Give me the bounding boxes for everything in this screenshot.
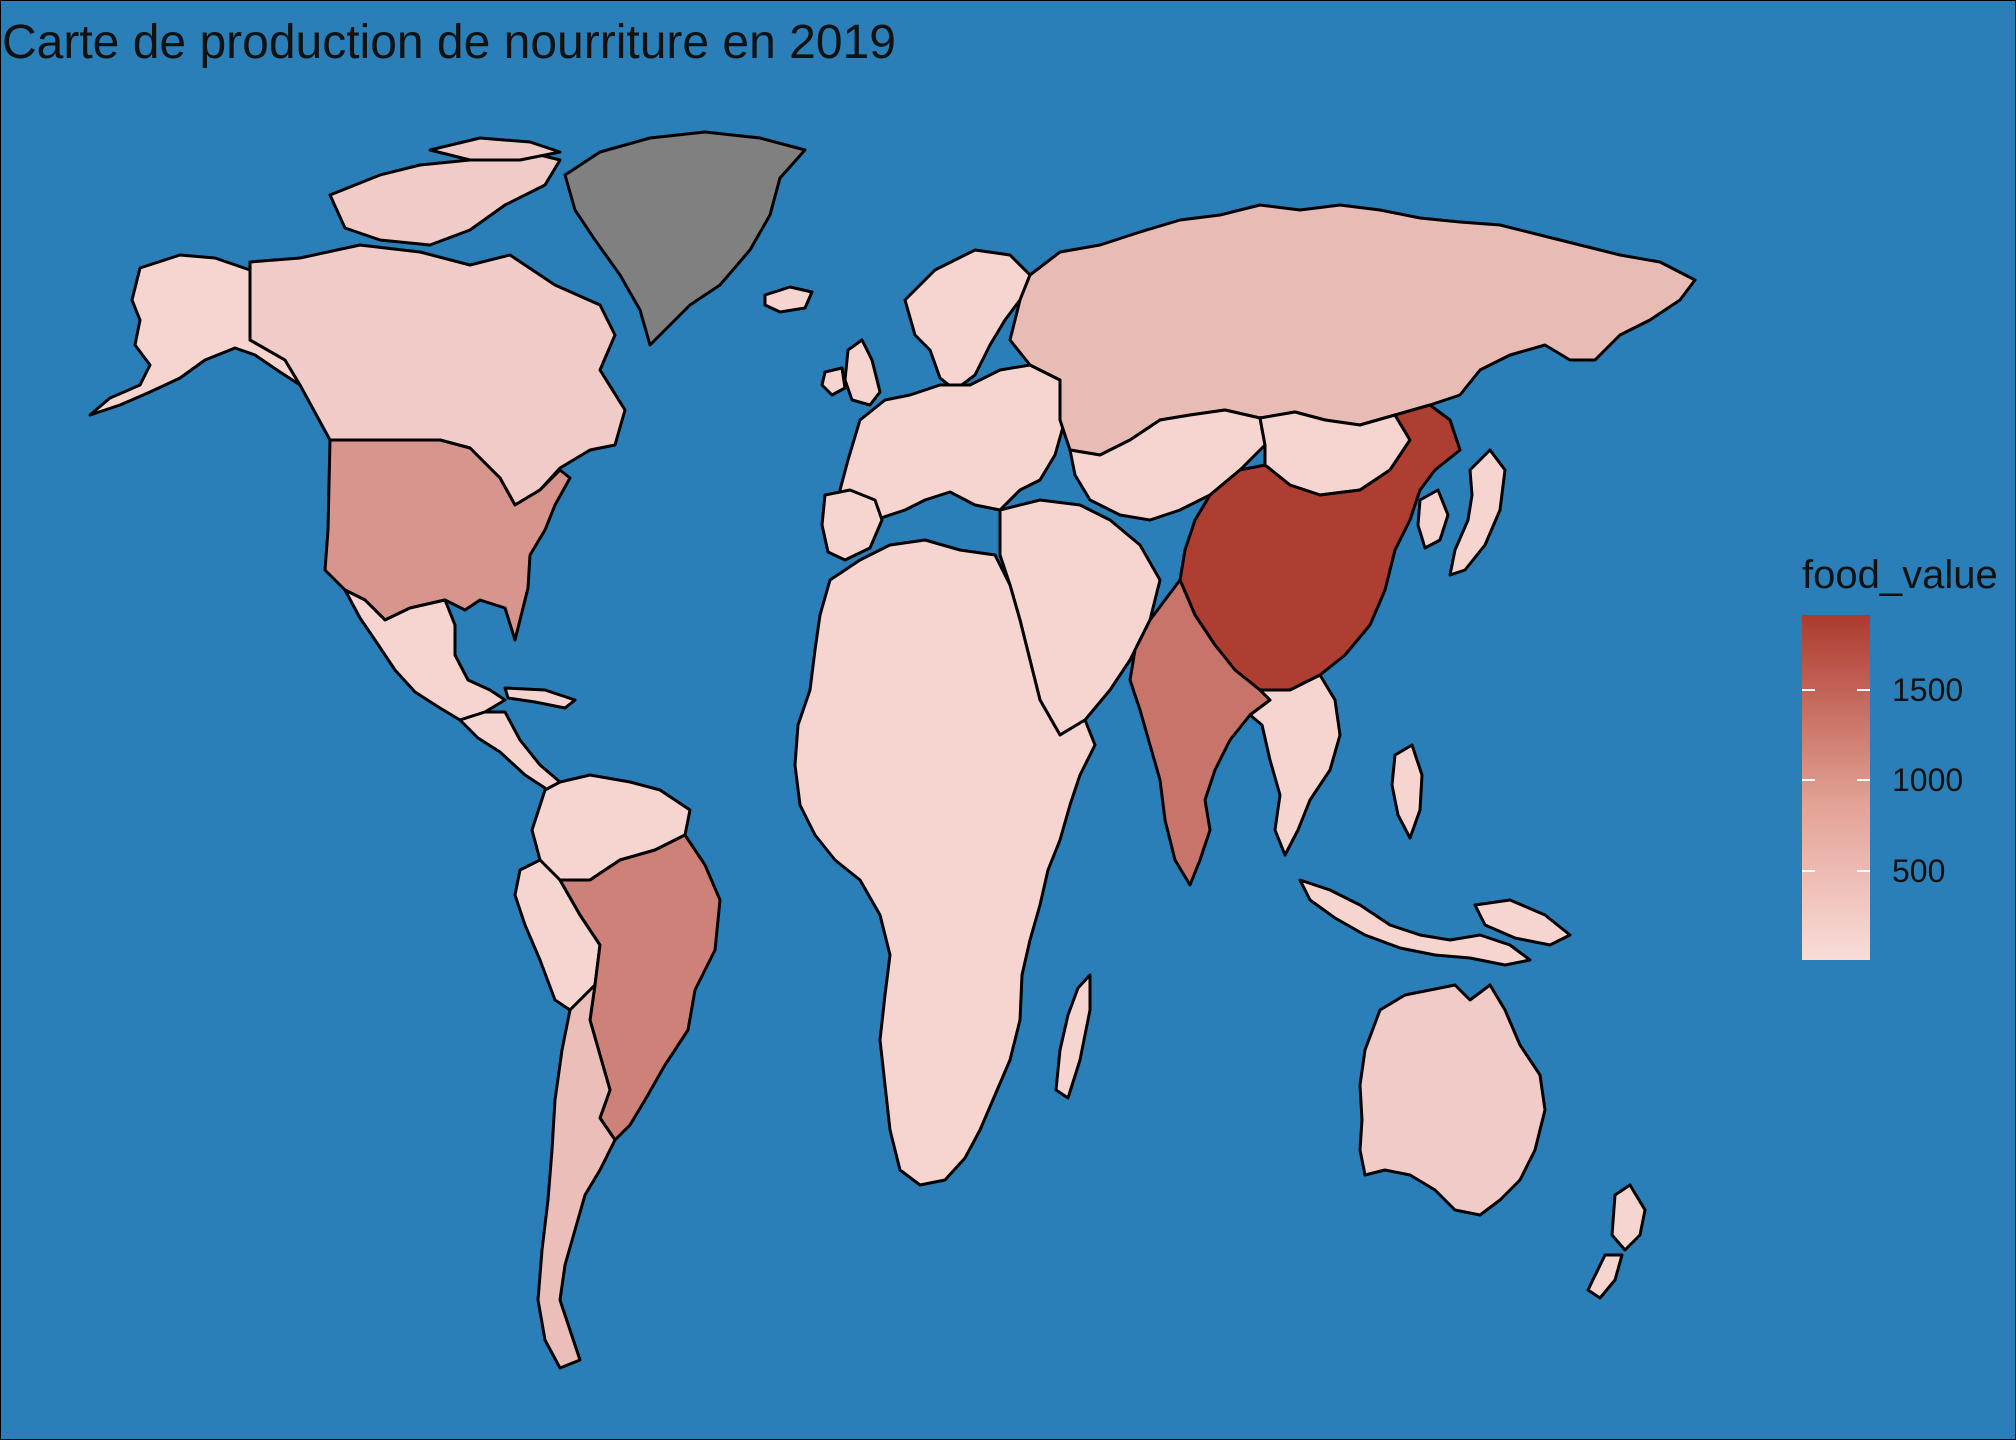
region-new-guinea: [1473, 898, 1572, 947]
country-ireland: [820, 366, 847, 397]
country-madagascar: [1054, 973, 1092, 1100]
region-southeast-asia: [1248, 673, 1342, 857]
legend-colorbar: [1802, 615, 1870, 960]
country-uk: [843, 338, 882, 407]
region-central-asia: [1068, 408, 1267, 522]
legend-tick-label-1500: 1500: [1892, 672, 1963, 708]
legend-tick-label-500: 500: [1892, 853, 1945, 889]
region-indonesia: [1298, 878, 1532, 967]
world-map: [88, 130, 1697, 1370]
country-canada-islands-north: [428, 136, 562, 162]
region-iberia: [820, 488, 884, 562]
map-title: Carte de production de nourriture en 201…: [2, 16, 896, 69]
legend-tick-label-1000: 1000: [1892, 762, 1963, 798]
country-australia: [1358, 983, 1547, 1217]
country-korea: [1416, 488, 1450, 550]
country-japan: [1448, 448, 1507, 577]
country-mexico: [343, 588, 507, 722]
legend-title: food_value: [1802, 553, 1998, 597]
country-new-zealand: [1610, 1183, 1647, 1252]
country-new-zealand-south: [1586, 1253, 1624, 1300]
country-canada-islands: [328, 148, 562, 247]
country-iceland: [763, 285, 814, 314]
region-africa: [793, 538, 1097, 1187]
region-scandinavia: [903, 248, 1032, 392]
country-cuba: [503, 686, 577, 710]
legend: food_value 500 1000 1500: [1802, 553, 1998, 960]
country-india: [1128, 578, 1272, 887]
country-philippines: [1390, 743, 1424, 840]
country-greenland: [563, 130, 807, 347]
country-argentina: [536, 983, 617, 1370]
